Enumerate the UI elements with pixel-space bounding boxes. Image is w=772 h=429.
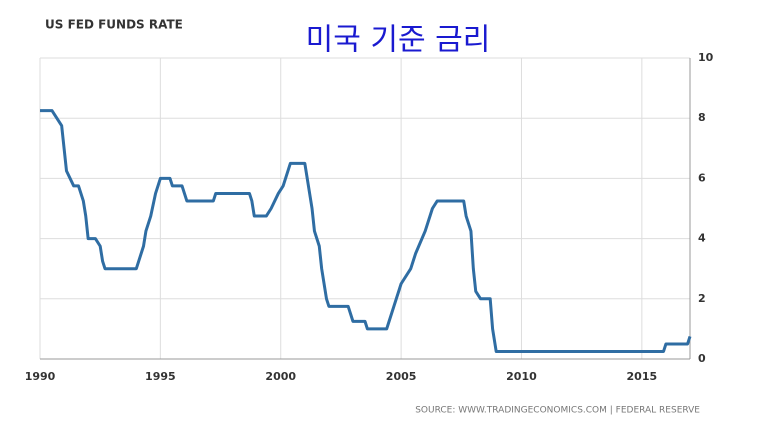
y-tick-label: 4 [698,232,706,245]
y-tick-label: 10 [698,51,714,64]
y-tick-label: 8 [698,111,706,124]
x-tick-label: 1995 [145,370,176,383]
x-tick-label: 2000 [265,370,296,383]
y-tick-label: 2 [698,292,706,305]
chart-label: US FED FUNDS RATE [45,18,183,32]
x-tick-label: 1990 [25,370,56,383]
x-tick-label: 2005 [386,370,417,383]
chart-title: 미국 기준 금리 [306,23,491,58]
y-tick-label: 0 [698,352,706,365]
line [40,109,692,353]
y-tick-label: 6 [698,171,706,184]
x-tick-label: 2010 [506,370,537,383]
source: SOURCE: WWW.TRADINGECONOMICS.COM | FEDER… [415,406,700,416]
x-tick-label: 2015 [627,370,658,383]
